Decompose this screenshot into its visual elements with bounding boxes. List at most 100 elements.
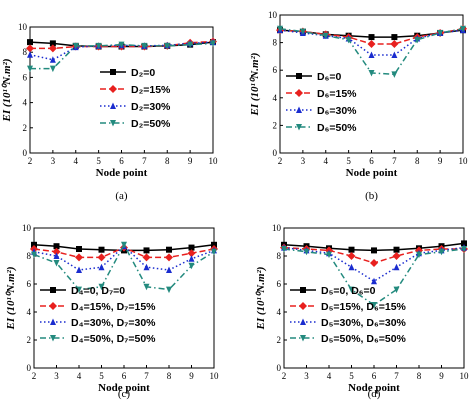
legend-entry: D₄=15%, D₇=15%: [71, 301, 156, 313]
x-tick-label: 4: [74, 156, 79, 166]
data-point: [393, 286, 400, 294]
data-point: [48, 44, 57, 53]
x-tick-label: 6: [369, 156, 374, 166]
y-tick-label: 8: [23, 47, 28, 57]
data-point: [414, 36, 421, 44]
legend: D₅=0, D₆=0 D₅=15%, D₆=15% D₅=30%, D₆=30% D₅…: [290, 285, 407, 345]
data-point: [27, 65, 33, 73]
data-point: [437, 29, 444, 37]
data-point: [390, 39, 399, 48]
x-tick-label: 8: [417, 371, 422, 381]
x-tick-label: 7: [142, 156, 147, 166]
x-tick-label: 8: [165, 156, 170, 166]
y-axis-label: EI (10¹⁰N.m²): [255, 267, 267, 331]
data-point: [368, 34, 375, 41]
data-point: [121, 241, 127, 249]
data-point: [76, 266, 82, 273]
panel-caption: (c): [118, 388, 131, 400]
y-tick-label: 6: [23, 72, 28, 82]
x-tick-label: 2: [28, 156, 33, 166]
data-point: [211, 248, 217, 256]
legend-entry: D₆=0: [317, 71, 341, 83]
data-point: [281, 246, 287, 253]
legend-entry: D₆=30%: [317, 105, 357, 117]
legend: D₂=0 D₂=15% D₂=30% D₂=50%: [100, 67, 171, 130]
data-point: [461, 246, 467, 253]
data-point: [438, 248, 445, 256]
series-line: [29, 41, 214, 61]
x-tick-label: 2: [278, 156, 283, 166]
legend-entry: D₄=0, D₇=0: [71, 285, 125, 297]
data-point: [166, 246, 172, 253]
x-tick-label: 4: [324, 156, 329, 166]
data-point: [27, 39, 33, 46]
y-tick-label: 6: [277, 279, 282, 289]
y-tick-label: 8: [273, 38, 278, 48]
legend-marker: [300, 335, 306, 342]
series-4: [277, 25, 466, 78]
legend-marker: [110, 69, 116, 75]
x-tick-label: 3: [51, 156, 56, 166]
y-tick-label: 0: [23, 148, 28, 158]
legend-entry: D₅=30%, D₆=30%: [321, 317, 407, 329]
data-point: [31, 241, 37, 248]
x-tick-label: 8: [415, 156, 420, 166]
data-point: [53, 260, 60, 267]
series-line: [283, 248, 465, 306]
data-point: [49, 56, 56, 63]
legend-marker: [296, 106, 302, 113]
x-tick-label: 3: [301, 156, 306, 166]
data-point: [345, 36, 352, 44]
data-point: [371, 247, 377, 254]
data-point: [347, 252, 356, 260]
series-line: [33, 245, 215, 271]
data-point: [460, 25, 466, 33]
x-axis-label: Node point: [348, 382, 400, 394]
y-tick-label: 2: [273, 120, 278, 130]
data-point: [348, 263, 355, 271]
legend-marker: [109, 85, 117, 93]
series-line: [33, 243, 215, 291]
x-tick-label: 10: [460, 371, 470, 381]
series-4: [27, 40, 216, 73]
y-tick-label: 8: [277, 251, 282, 261]
y-tick-label: 6: [273, 65, 278, 75]
x-axis-label: Node point: [98, 382, 150, 394]
data-point: [371, 277, 377, 285]
data-point: [391, 71, 398, 78]
x-axis-label: Node point: [346, 167, 398, 179]
data-point: [76, 286, 82, 294]
legend-marker: [49, 302, 57, 310]
data-point: [368, 69, 375, 77]
data-point: [143, 263, 150, 271]
data-point: [143, 247, 150, 254]
series-2: [280, 243, 468, 267]
data-point: [52, 247, 61, 256]
legend-marker: [50, 335, 56, 342]
legend-marker: [50, 287, 56, 293]
panel-caption: (d): [368, 388, 381, 400]
data-point: [49, 65, 56, 73]
legend-entry: D₂=0: [131, 67, 155, 79]
legend-entry: D₅=15%, D₆=15%: [321, 301, 407, 313]
legend-entry: D₆=50%: [317, 122, 357, 134]
data-point: [461, 240, 467, 247]
data-point: [31, 251, 37, 259]
legend-marker: [50, 318, 56, 325]
legend: D₆=0 D₆=15% D₆=30% D₆=50%: [286, 71, 357, 134]
data-point: [141, 42, 148, 50]
data-point: [303, 248, 310, 256]
data-point: [348, 286, 355, 294]
data-point: [188, 255, 195, 262]
data-point: [98, 246, 105, 253]
legend-marker: [300, 318, 306, 325]
y-tick-label: 2: [27, 335, 32, 345]
data-point: [393, 263, 400, 271]
legend-marker: [110, 102, 116, 109]
data-point: [53, 243, 60, 250]
legend-entry: D₅=50%, D₆=50%: [321, 333, 407, 345]
data-point: [72, 42, 79, 50]
